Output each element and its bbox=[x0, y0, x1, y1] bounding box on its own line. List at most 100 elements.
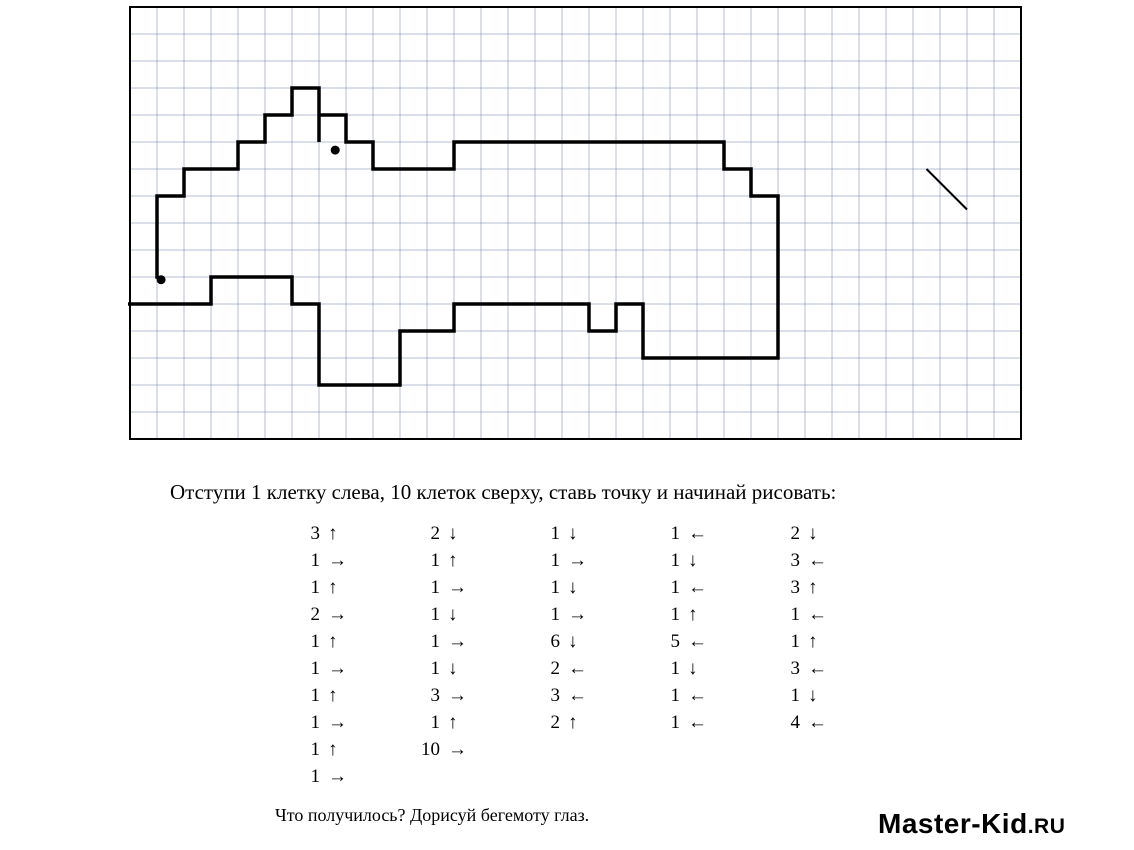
step-item: 1→ bbox=[420, 628, 468, 655]
arrow-right-icon: → bbox=[328, 551, 348, 570]
arrow-left-icon: ← bbox=[568, 659, 588, 678]
arrow-right-icon: → bbox=[328, 605, 348, 624]
arrow-left-icon: ← bbox=[808, 605, 828, 624]
step-count: 1 bbox=[540, 524, 568, 543]
step-item: 3← bbox=[780, 547, 828, 574]
step-item: 1↑ bbox=[300, 628, 348, 655]
step-item: 2↓ bbox=[780, 520, 828, 547]
step-count: 1 bbox=[780, 632, 808, 651]
step-item: 2← bbox=[540, 655, 588, 682]
step-item: 2↑ bbox=[540, 709, 588, 736]
step-item: 1→ bbox=[540, 547, 588, 574]
step-item: 1↑ bbox=[420, 709, 468, 736]
steps-column: 2↓1↑1→1↓1→1↓3→1↑10→ bbox=[420, 520, 540, 790]
arrow-up-icon: ↑ bbox=[568, 713, 588, 732]
arrow-right-icon: → bbox=[328, 713, 348, 732]
arrow-left-icon: ← bbox=[808, 551, 828, 570]
step-item: 1→ bbox=[540, 601, 588, 628]
steps-column: 1←1↓1←1↑5←1↓1←1← bbox=[660, 520, 780, 790]
step-count: 3 bbox=[780, 659, 808, 678]
arrow-left-icon: ← bbox=[688, 686, 708, 705]
arrow-down-icon: ↓ bbox=[688, 551, 708, 570]
step-item: 1↓ bbox=[660, 655, 708, 682]
arrow-down-icon: ↓ bbox=[568, 632, 588, 651]
step-item: 5← bbox=[660, 628, 708, 655]
step-count: 4 bbox=[780, 713, 808, 732]
step-item: 1→ bbox=[300, 547, 348, 574]
arrow-up-icon: ↑ bbox=[808, 578, 828, 597]
step-count: 2 bbox=[780, 524, 808, 543]
step-count: 1 bbox=[660, 659, 688, 678]
arrow-left-icon: ← bbox=[808, 713, 828, 732]
step-count: 1 bbox=[300, 767, 328, 786]
arrow-up-icon: ↑ bbox=[328, 632, 348, 651]
steps-column: 3↑1→1↑2→1↑1→1↑1→1↑1→ bbox=[300, 520, 420, 790]
step-count: 3 bbox=[300, 524, 328, 543]
steps-column: 2↓3←3↑1←1↑3←1↓4← bbox=[780, 520, 900, 790]
arrow-up-icon: ↑ bbox=[328, 578, 348, 597]
step-item: 3↑ bbox=[300, 520, 348, 547]
step-item: 1→ bbox=[300, 655, 348, 682]
steps-column: 1↓1→1↓1→6↓2←3←2↑ bbox=[540, 520, 660, 790]
step-count: 1 bbox=[660, 713, 688, 732]
arrow-right-icon: → bbox=[328, 767, 348, 786]
arrow-up-icon: ↑ bbox=[328, 524, 348, 543]
step-item: 1← bbox=[660, 682, 708, 709]
step-count: 1 bbox=[300, 578, 328, 597]
instruction-text: Отступи 1 клетку слева, 10 клеток сверху… bbox=[170, 480, 836, 505]
step-item: 6↓ bbox=[540, 628, 588, 655]
step-count: 2 bbox=[420, 524, 448, 543]
arrow-left-icon: ← bbox=[688, 632, 708, 651]
arrow-up-icon: ↑ bbox=[448, 551, 468, 570]
step-item: 1↑ bbox=[780, 628, 828, 655]
arrow-down-icon: ↓ bbox=[568, 578, 588, 597]
step-count: 1 bbox=[540, 551, 568, 570]
step-count: 1 bbox=[660, 605, 688, 624]
arrow-down-icon: ↓ bbox=[808, 524, 828, 543]
arrow-up-icon: ↑ bbox=[688, 605, 708, 624]
step-count: 1 bbox=[420, 605, 448, 624]
step-count: 10 bbox=[420, 740, 448, 759]
arrow-down-icon: ↓ bbox=[808, 686, 828, 705]
step-item: 2↓ bbox=[420, 520, 468, 547]
step-count: 2 bbox=[540, 659, 568, 678]
site-logo: Master-Kid.RU bbox=[878, 808, 1065, 840]
step-item: 1→ bbox=[420, 574, 468, 601]
arrow-right-icon: → bbox=[448, 740, 468, 759]
step-item: 1← bbox=[660, 520, 708, 547]
step-count: 1 bbox=[660, 524, 688, 543]
step-item: 1→ bbox=[300, 709, 348, 736]
step-count: 3 bbox=[780, 578, 808, 597]
arrow-right-icon: → bbox=[568, 551, 588, 570]
step-count: 1 bbox=[420, 713, 448, 732]
step-item: 1↑ bbox=[420, 547, 468, 574]
step-item: 10→ bbox=[420, 736, 468, 763]
step-item: 1→ bbox=[300, 763, 348, 790]
step-count: 1 bbox=[300, 551, 328, 570]
step-count: 3 bbox=[780, 551, 808, 570]
arrow-down-icon: ↓ bbox=[448, 605, 468, 624]
step-count: 1 bbox=[300, 659, 328, 678]
step-count: 1 bbox=[300, 686, 328, 705]
step-count: 1 bbox=[660, 686, 688, 705]
step-count: 1 bbox=[300, 713, 328, 732]
arrow-left-icon: ← bbox=[688, 524, 708, 543]
arrow-left-icon: ← bbox=[688, 578, 708, 597]
step-item: 3↑ bbox=[780, 574, 828, 601]
arrow-left-icon: ← bbox=[688, 713, 708, 732]
step-count: 3 bbox=[420, 686, 448, 705]
step-item: 1↑ bbox=[660, 601, 708, 628]
step-item: 2→ bbox=[300, 601, 348, 628]
step-item: 1↑ bbox=[300, 574, 348, 601]
step-item: 3→ bbox=[420, 682, 468, 709]
step-item: 1← bbox=[660, 574, 708, 601]
arrow-left-icon: ← bbox=[808, 659, 828, 678]
step-item: 1↓ bbox=[780, 682, 828, 709]
step-count: 1 bbox=[420, 632, 448, 651]
arrow-right-icon: → bbox=[448, 632, 468, 651]
grid-drawing bbox=[128, 5, 1023, 441]
step-count: 1 bbox=[420, 578, 448, 597]
step-count: 1 bbox=[540, 605, 568, 624]
step-count: 1 bbox=[660, 551, 688, 570]
arrow-right-icon: → bbox=[448, 578, 468, 597]
